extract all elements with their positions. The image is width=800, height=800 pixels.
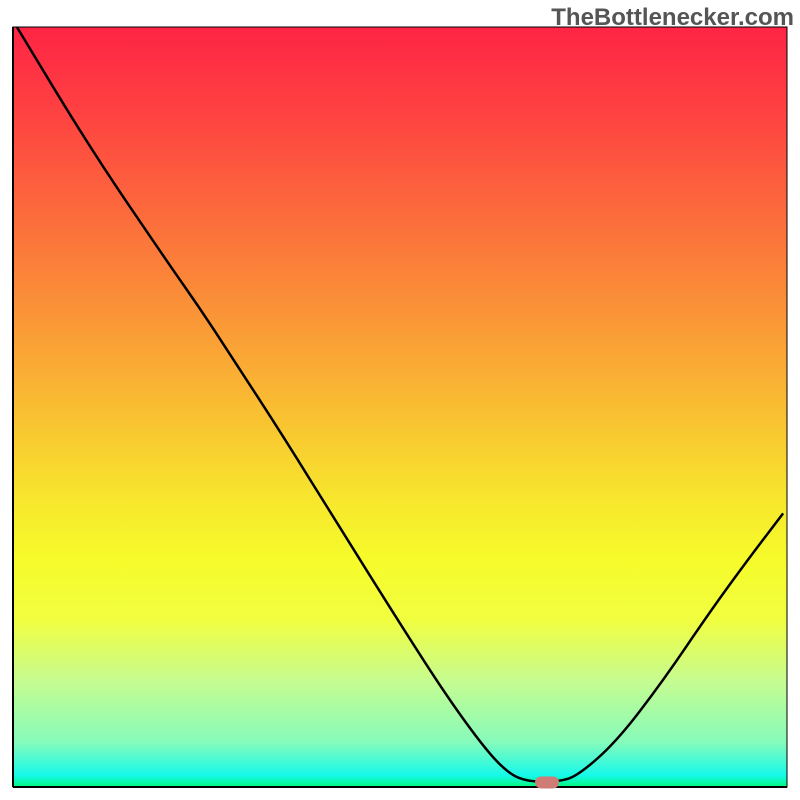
attribution-text: TheBottlenecker.com	[551, 4, 794, 32]
optimal-marker	[535, 776, 559, 788]
chart-svg	[0, 0, 800, 800]
plot-background	[13, 27, 787, 787]
chart-canvas: TheBottlenecker.com	[0, 0, 800, 800]
